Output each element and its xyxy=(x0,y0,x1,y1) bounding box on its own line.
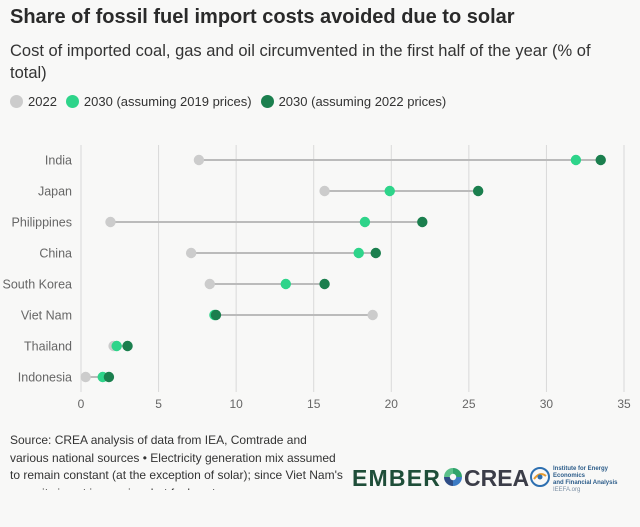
ieefa-url: IEEFA.org xyxy=(553,487,581,493)
dot-series-1 xyxy=(353,247,364,259)
category-label: Japan xyxy=(38,185,72,199)
legend-item-2030-2022: 2030 (assuming 2022 prices) xyxy=(260,94,447,109)
category-label: Philippines xyxy=(12,216,72,230)
legend-item-2022: 2022 xyxy=(10,94,57,109)
legend-label-2030-2022: 2030 (assuming 2022 prices) xyxy=(278,94,447,109)
legend-item-2030-2019: 2030 (assuming 2019 prices) xyxy=(65,94,252,109)
dot-range-chart: 0 5 10 15 20 25 30 35 India Japan Philippines China… xyxy=(3,145,631,411)
legend-swatch-2022 xyxy=(10,95,23,108)
x-tick-label-15: 15 xyxy=(307,397,321,411)
dot-series-1 xyxy=(570,154,582,166)
dot-series-2 xyxy=(370,247,381,259)
source-note: Source: CREA analysis of data from IEA, … xyxy=(10,433,343,490)
ieefa-line1: Institute for Energy Economics xyxy=(553,466,609,479)
dot-series-0 xyxy=(319,185,330,197)
dot-series-2 xyxy=(122,340,133,352)
dot-series-1 xyxy=(111,340,122,352)
x-tick-label-20: 20 xyxy=(385,397,399,411)
x-tick-label-5: 5 xyxy=(155,397,162,411)
ieefa-line2: and Financial Analysis xyxy=(553,480,618,486)
dot-series-0 xyxy=(105,216,116,228)
dot-series-2 xyxy=(472,185,484,197)
dot-series-2 xyxy=(319,278,330,290)
crea-logo-icon xyxy=(444,468,462,486)
crea-logo: CREA xyxy=(464,465,530,491)
x-tick-label-35: 35 xyxy=(617,397,631,411)
legend-label-2030-2019: 2030 (assuming 2019 prices) xyxy=(83,94,252,109)
chart-subtitle: Cost of imported coal, gas and oil circu… xyxy=(10,42,591,82)
category-label: Viet Nam xyxy=(21,309,72,323)
legend: 2022 2030 (assuming 2019 prices) 2030 (a… xyxy=(10,94,630,109)
category-label: India xyxy=(45,154,72,168)
x-tick-label-10: 10 xyxy=(229,397,243,411)
dot-series-2 xyxy=(417,216,428,228)
dot-series-0 xyxy=(204,278,215,290)
dot-series-0 xyxy=(193,154,205,166)
dot-series-0 xyxy=(185,247,197,259)
dot-series-1 xyxy=(280,278,291,290)
category-label: China xyxy=(39,247,72,261)
dot-series-1 xyxy=(384,185,395,197)
dot-series-2 xyxy=(103,371,115,383)
dot-series-0 xyxy=(80,371,91,383)
dot-series-0 xyxy=(367,309,378,321)
logos: EMBER CREA Institute for Energy Economic… xyxy=(352,462,632,496)
dot-series-2 xyxy=(210,309,222,321)
x-tick-label-30: 30 xyxy=(540,397,554,411)
ieefa-logo-text: Institute for Energy Economics and Finan… xyxy=(553,466,635,494)
x-tick-label-0: 0 xyxy=(78,397,85,411)
legend-swatch-2030-2022 xyxy=(260,95,274,108)
legend-swatch-2030-2019 xyxy=(65,95,79,108)
dot-series-2 xyxy=(595,154,606,166)
dot-series-1 xyxy=(359,216,371,228)
chart-title: Share of fossil fuel import costs avoide… xyxy=(10,6,515,28)
category-label: South Korea xyxy=(3,278,73,292)
category-label: Thailand xyxy=(24,340,72,354)
category-label: Indonesia xyxy=(18,371,72,385)
legend-label-2022: 2022 xyxy=(28,94,57,109)
ember-logo: EMBER xyxy=(352,465,442,491)
x-tick-label-25: 25 xyxy=(462,397,476,411)
ieefa-logo-icon xyxy=(530,467,550,487)
